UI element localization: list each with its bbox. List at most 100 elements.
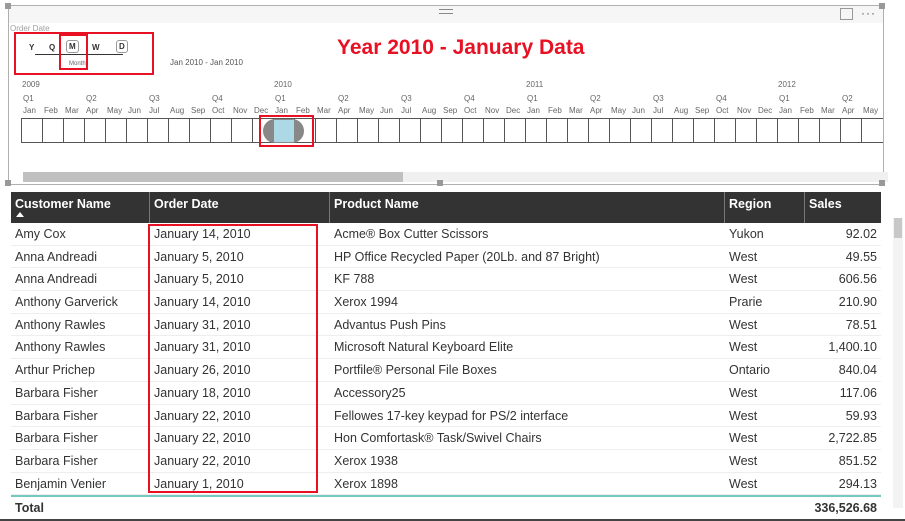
- granularity-tooltip: Month: [69, 61, 86, 67]
- timeline-month-label: Jan: [527, 106, 540, 115]
- more-options-icon[interactable]: ···: [861, 6, 876, 20]
- cell-region: West: [729, 476, 758, 491]
- timeline-quarter-label: Q4: [212, 94, 223, 103]
- timeline-month-cell[interactable]: [21, 118, 43, 143]
- timeline-month-cell[interactable]: [672, 118, 694, 143]
- timeline-month-cell[interactable]: [840, 118, 862, 143]
- timeline-year-label: 2009: [22, 80, 40, 89]
- timeline-year-label: 2010: [274, 80, 292, 89]
- timeline-month-cell[interactable]: [693, 118, 715, 143]
- timeline-month-cell[interactable]: [588, 118, 610, 143]
- granularity-week[interactable]: W: [92, 43, 100, 52]
- cell-product-name: Xerox 1994: [334, 295, 398, 310]
- timeline-month-cell[interactable]: [630, 118, 652, 143]
- timeline-month-label: Sep: [191, 106, 206, 115]
- timeline-quarter-label: Q2: [842, 94, 853, 103]
- table-row[interactable]: Arthur Prichep January 26, 2010 Portfile® …: [11, 359, 881, 382]
- drag-handle[interactable]: [439, 9, 453, 14]
- cell-region: West: [729, 385, 758, 400]
- timeline-month-cell[interactable]: [504, 118, 526, 143]
- column-header-product-name[interactable]: Product Name: [330, 192, 725, 223]
- timeline-quarter-label: Q2: [338, 94, 349, 103]
- cell-region: West: [729, 431, 758, 446]
- column-header-order-date[interactable]: Order Date: [150, 192, 330, 223]
- column-header-customer-name[interactable]: Customer Name: [11, 192, 150, 223]
- granularity-selector[interactable]: Y Q M W D Month: [29, 40, 129, 67]
- granularity-year[interactable]: Y: [29, 43, 35, 52]
- timeline-month-label: Aug: [170, 106, 185, 115]
- cell-order-date: January 22, 2010: [154, 453, 251, 468]
- timeline-month-cell[interactable]: [567, 118, 589, 143]
- timeline-month-cell[interactable]: [399, 118, 421, 143]
- table-row[interactable]: Anna Andreadi January 5, 2010 KF 788 West 60…: [11, 268, 881, 292]
- timeline-month-cell[interactable]: [126, 118, 148, 143]
- timeline-month-label: Apr: [338, 106, 351, 115]
- timeline-slicer-visual: ··· Order Date Y Q M W D Month Jan 2010 …: [8, 5, 888, 185]
- timeline-month-cell[interactable]: [105, 118, 127, 143]
- timeline-month-cell[interactable]: [42, 118, 64, 143]
- timeline-month-cell[interactable]: [525, 118, 547, 143]
- table-row[interactable]: Anthony Garverick January 14, 2010 Xerox 1…: [11, 291, 881, 314]
- timeline-month-label: Feb: [44, 106, 58, 115]
- timeline-month-cell[interactable]: [63, 118, 85, 143]
- timeline-month-cell[interactable]: [819, 118, 841, 143]
- timeline-month-label: Nov: [737, 106, 752, 115]
- table-row[interactable]: Barbara Fisher January 22, 2010 Hon Comfor…: [11, 427, 881, 450]
- timeline-month-cell[interactable]: [357, 118, 379, 143]
- timeline-quarter-label: Q3: [401, 94, 412, 103]
- cell-sales: 117.06: [839, 385, 877, 400]
- timeline-month-cell[interactable]: [735, 118, 757, 143]
- granularity-day[interactable]: D: [116, 40, 128, 53]
- timeline-month-cell[interactable]: [420, 118, 442, 143]
- table-row[interactable]: Barbara Fisher January 22, 2010 Fellowes 1…: [11, 405, 881, 428]
- timeline-month-cell[interactable]: [798, 118, 820, 143]
- timeline-month-cell[interactable]: [378, 118, 400, 143]
- timeline-month-label: Dec: [758, 106, 773, 115]
- timeline-month-cell[interactable]: [189, 118, 211, 143]
- granularity-month[interactable]: M: [66, 40, 79, 53]
- timeline-month-cell[interactable]: [462, 118, 484, 143]
- cell-customer-name: Barbara Fisher: [15, 408, 98, 423]
- table-row[interactable]: Benjamin Venier January 1, 2010 Xerox 1898…: [11, 473, 881, 496]
- table-row[interactable]: Anthony Rawles January 31, 2010 Advantus P…: [11, 314, 881, 337]
- timeline-month-cell[interactable]: [546, 118, 568, 143]
- timeline-month-cell[interactable]: [609, 118, 631, 143]
- cell-customer-name: Barbara Fisher: [15, 431, 98, 446]
- table-row[interactable]: Amy Cox January 14, 2010 Acme® Box Cutter …: [11, 223, 881, 246]
- table-row[interactable]: Anthony Rawles January 31, 2010 Microsoft …: [11, 336, 881, 360]
- timeline-month-cell[interactable]: [714, 118, 736, 143]
- timeline-month-cell[interactable]: [231, 118, 253, 143]
- table-row[interactable]: Barbara Fisher January 22, 2010 Xerox 1938…: [11, 450, 881, 473]
- vertical-scrollbar[interactable]: [893, 218, 903, 508]
- horizontal-scrollbar[interactable]: [23, 172, 888, 182]
- table-total-row: Total 336,526.68: [11, 495, 881, 519]
- cell-sales: 2,722.85: [828, 431, 877, 446]
- timeline-month-cell[interactable]: [210, 118, 232, 143]
- timeline-month-cell[interactable]: [861, 118, 883, 143]
- timeline-month-cell[interactable]: [168, 118, 190, 143]
- cell-product-name: Xerox 1898: [334, 476, 398, 491]
- timeline-month-cell[interactable]: [756, 118, 778, 143]
- timeline-month-label: Oct: [464, 106, 477, 115]
- timeline-month-cell[interactable]: [336, 118, 358, 143]
- cell-customer-name: Anthony Rawles: [15, 340, 106, 355]
- table-row[interactable]: Barbara Fisher January 18, 2010 Accessory2…: [11, 382, 881, 405]
- timeline-month-cell[interactable]: [84, 118, 106, 143]
- timeline-month-label: Jun: [380, 106, 393, 115]
- timeline-month-cell[interactable]: [315, 118, 337, 143]
- granularity-quarter[interactable]: Q: [49, 43, 56, 52]
- column-header-region[interactable]: Region: [725, 192, 805, 223]
- timeline-selected-period[interactable]: [274, 120, 294, 142]
- timeline-month-cell[interactable]: [147, 118, 169, 143]
- timeline-quarter-label: Q2: [86, 94, 97, 103]
- column-header-sales[interactable]: Sales: [809, 197, 842, 211]
- timeline-quarter-label: Q4: [464, 94, 475, 103]
- timeline-month-cell[interactable]: [441, 118, 463, 143]
- focus-mode-icon[interactable]: [840, 8, 853, 20]
- timeline-month-cell[interactable]: [777, 118, 799, 143]
- timeline-month-cell[interactable]: [651, 118, 673, 143]
- timeline-month-cell[interactable]: [483, 118, 505, 143]
- table-row[interactable]: Anna Andreadi January 5, 2010 HP Office Re…: [11, 246, 881, 269]
- cell-order-date: January 22, 2010: [154, 431, 251, 446]
- cell-order-date: January 1, 2010: [154, 476, 244, 491]
